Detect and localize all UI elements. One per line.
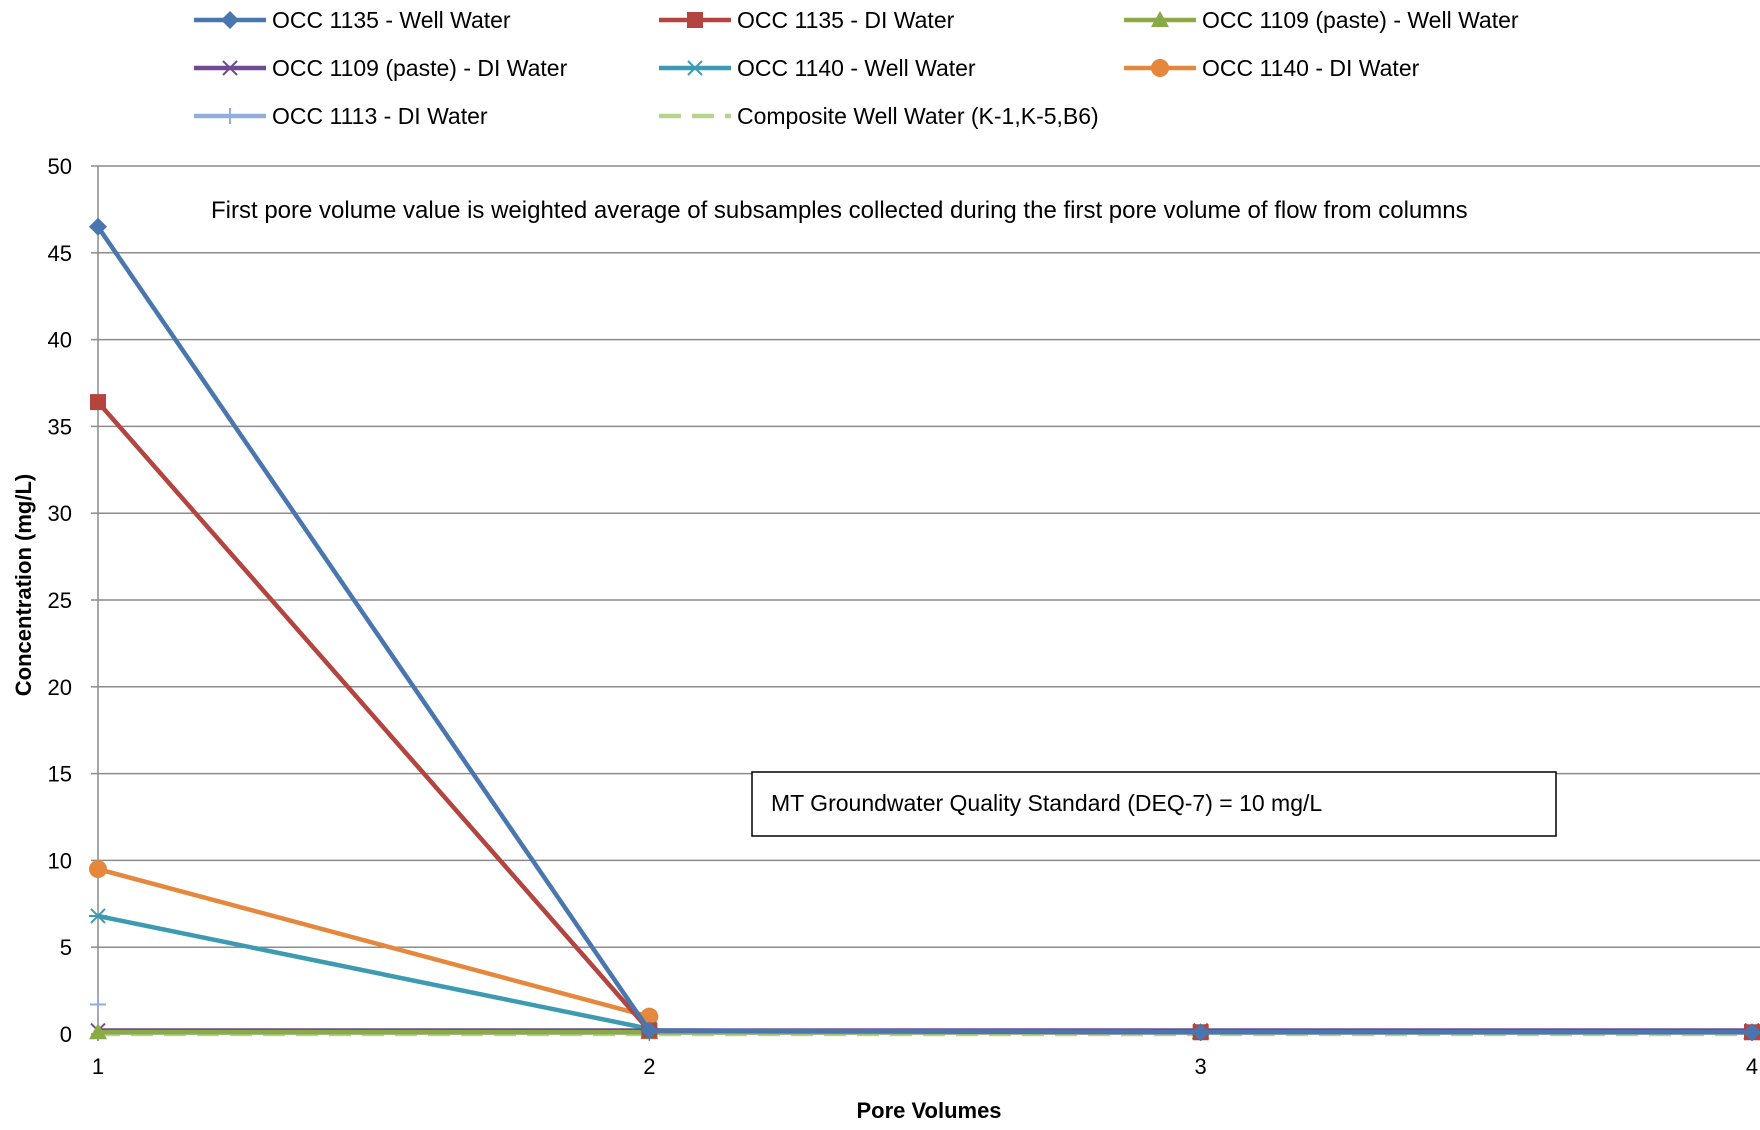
legend-marker-2	[687, 12, 703, 28]
y-tick-label-40: 40	[48, 328, 72, 353]
series-1-point-2	[640, 1021, 659, 1040]
series-3-point-1	[89, 1023, 107, 1040]
legend-label-6: OCC 1140 - DI Water	[1202, 55, 1420, 81]
legend-item-5: OCC 1140 - Well Water	[659, 55, 976, 81]
y-tick-label-50: 50	[48, 154, 72, 179]
series-line-1	[96, 225, 1752, 1035]
legend-label-3: OCC 1109 (paste) - Well Water	[1202, 7, 1519, 33]
series-1	[89, 217, 1760, 1042]
axes: 0 5 10 15 20 25 30 35 40 45 50 1 2 3 4	[48, 154, 1759, 1079]
legend-label-7: OCC 1113 - DI Water	[272, 103, 488, 129]
legend-marker-1	[221, 11, 239, 29]
y-tick-label-30: 30	[48, 501, 72, 526]
standard-box: MT Groundwater Quality Standard (DEQ-7) …	[751, 771, 1557, 837]
gridlines	[98, 165, 1760, 1035]
standard-box-label: MT Groundwater Quality Standard (DEQ-7) …	[771, 790, 1322, 816]
legend: OCC 1135 - Well Water OCC 1135 - DI Water…	[194, 7, 1519, 129]
legend-label-4: OCC 1109 (paste) - DI Water	[272, 55, 568, 81]
series-line-5	[97, 913, 650, 1032]
series-5-point-1	[89, 908, 107, 924]
series	[89, 217, 1760, 1042]
series-1-point-3	[1191, 1023, 1210, 1042]
legend-marker-3	[1151, 11, 1169, 27]
x-tick-label-1: 1	[92, 1054, 104, 1079]
series-line-6	[97, 866, 650, 1019]
y-tick-label-10: 10	[48, 848, 72, 873]
y-tick-label-25: 25	[48, 588, 72, 613]
legend-label-8: Composite Well Water (K-1,K-5,B6)	[737, 103, 1099, 129]
series-7	[90, 996, 106, 1013]
series-7-point-1	[90, 996, 106, 1013]
series-2	[90, 394, 1760, 1041]
y-tick-label-5: 5	[60, 935, 72, 960]
legend-item-3: OCC 1109 (paste) - Well Water	[1124, 7, 1519, 33]
legend-label-2: OCC 1135 - DI Water	[737, 7, 955, 33]
legend-item-4: OCC 1109 (paste) - DI Water	[194, 55, 568, 81]
legend-marker-5	[686, 60, 704, 76]
y-tick-label-15: 15	[48, 762, 72, 787]
legend-label-1: OCC 1135 - Well Water	[272, 7, 511, 33]
series-5	[89, 908, 659, 1037]
x-tick-label-2: 2	[643, 1054, 655, 1079]
legend-item-6: OCC 1140 - DI Water	[1124, 55, 1420, 81]
legend-marker-4	[222, 60, 238, 76]
x-tick-label-4: 4	[1746, 1054, 1758, 1079]
annotation-note: First pore volume value is weighted aver…	[211, 197, 1468, 224]
y-tick-label-35: 35	[48, 414, 72, 439]
legend-label-5: OCC 1140 - Well Water	[737, 55, 976, 81]
y-tick-label-0: 0	[60, 1022, 72, 1047]
series-1-point-1	[89, 217, 107, 236]
legend-marker-7	[222, 108, 238, 124]
legend-marker-6	[1151, 59, 1169, 77]
series-6-point-1	[89, 860, 107, 879]
y-tick-label-20: 20	[48, 675, 72, 700]
series-2-point-1	[90, 394, 106, 411]
series-1-point-4	[1743, 1023, 1760, 1042]
x-tick-label-3: 3	[1195, 1054, 1207, 1079]
legend-item-1: OCC 1135 - Well Water	[194, 7, 511, 33]
y-tick-label-45: 45	[48, 241, 72, 266]
legend-item-2: OCC 1135 - DI Water	[659, 7, 955, 33]
y-axis-title: Concentration (mg/L)	[11, 474, 36, 696]
legend-item-7: OCC 1113 - DI Water	[194, 103, 488, 129]
annotations: First pore volume value is weighted aver…	[211, 197, 1468, 224]
standard-box-frame	[751, 771, 1557, 837]
legend-item-8: Composite Well Water (K-1,K-5,B6)	[659, 103, 1099, 129]
x-axis-title: Pore Volumes	[856, 1098, 1001, 1123]
